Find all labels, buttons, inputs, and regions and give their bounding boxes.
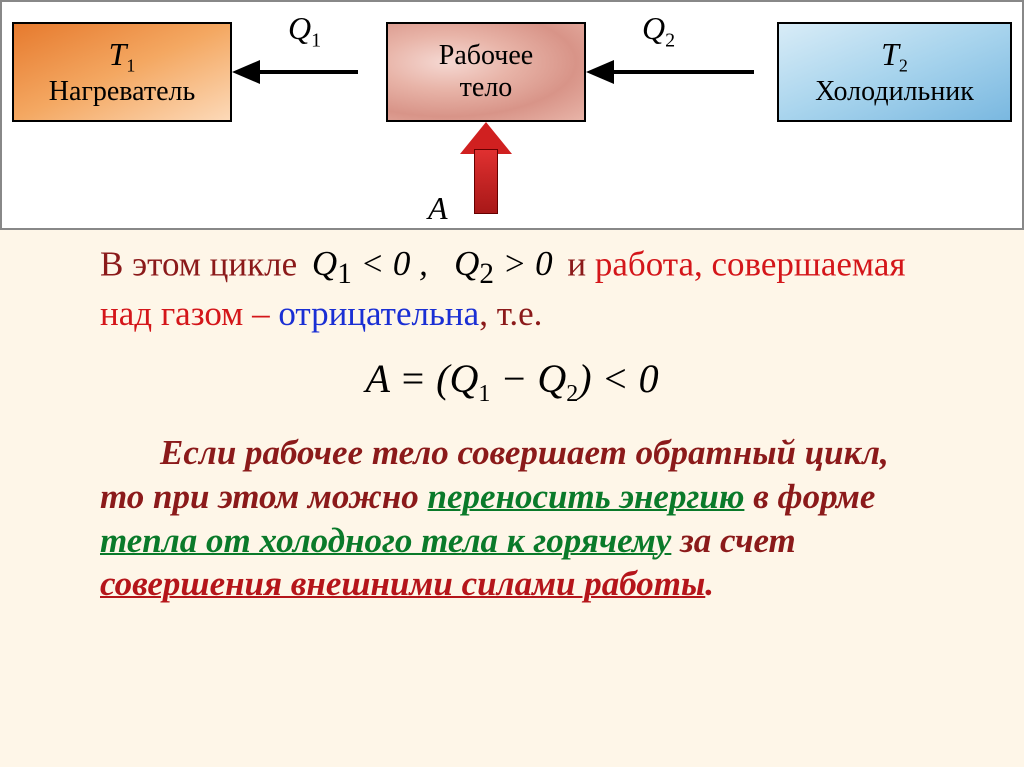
arrow-q2 <box>614 70 754 74</box>
p2-green2: тепла от холодного тела к горячему <box>100 521 671 560</box>
heater-label: Нагреватель <box>49 76 196 108</box>
working-body-box: Рабочее тело <box>386 22 586 122</box>
heater-box: T1 Нагреватель <box>12 22 232 122</box>
heater-symbol: T1 <box>109 36 136 77</box>
p1-text-a: В этом цикле <box>100 244 306 283</box>
q2-label: Q2 <box>642 10 675 52</box>
main-formula: A = (Q1 − Q2) < 0 <box>100 354 924 409</box>
working-line1: Рабочее <box>439 40 533 72</box>
q1-label: Q1 <box>288 10 321 52</box>
p1-text-c: , т.е. <box>479 294 542 333</box>
cooler-symbol: T2 <box>881 36 908 77</box>
p2-green1: переносить энергию <box>428 477 745 516</box>
cooler-label: Холодильник <box>815 76 974 108</box>
paragraph-1: В этом цикле Q1 < 0 , Q2 > 0 и работа, с… <box>100 242 924 336</box>
arrow-q2-head <box>586 60 614 84</box>
content-text: В этом цикле Q1 < 0 , Q2 > 0 и работа, с… <box>0 230 1024 767</box>
p2-red: совершения внешними силами работы <box>100 564 705 603</box>
p1-text-b: и <box>567 244 594 283</box>
a-label: A <box>428 190 448 227</box>
working-line2: тело <box>460 72 513 104</box>
inline-formula: Q1 < 0 , Q2 > 0 <box>306 242 559 292</box>
arrow-q1-head <box>232 60 260 84</box>
arrow-q1 <box>260 70 358 74</box>
thermo-diagram: T1 Нагреватель Рабочее тело T2 Холодильн… <box>0 0 1024 230</box>
cooler-box: T2 Холодильник <box>777 22 1012 122</box>
p2-mid1: в форме <box>744 477 875 516</box>
p2-end: . <box>705 564 714 603</box>
paragraph-2: Если рабочее тело совершает обратный цик… <box>100 431 924 606</box>
p2-mid2: за счет <box>671 521 795 560</box>
p1-blue: отрицательна <box>278 294 479 333</box>
work-arrow-shaft <box>474 149 498 214</box>
